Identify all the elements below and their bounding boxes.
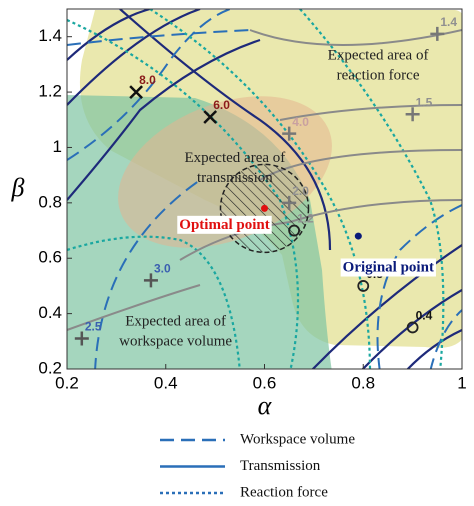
contour-label: 1.4 [440,15,457,29]
transmission-lines [67,9,462,369]
contour-marker [288,224,301,237]
x-tick-label: 0.6 [253,373,277,392]
marker-x [203,110,218,124]
area-label: Expected area of [328,48,429,64]
marker-x [129,85,144,99]
contour-label: 8.0 [139,73,156,87]
contour-marker [405,107,420,122]
x-tick-label: 0.8 [351,373,375,392]
y-axis-label: β [11,173,25,202]
contour-label: 0.4 [416,309,433,323]
contour-marker [129,85,144,99]
point-label-bg [340,258,436,277]
area-label: transmission [197,170,273,186]
contour-label: 4.0 [292,115,309,129]
contour-label: 3.0 [154,262,171,276]
point-label: Original point [343,260,434,276]
y-tick-label: 1.2 [38,82,62,101]
y-tick-label: 0.6 [38,248,62,267]
contour-marker [282,126,297,141]
legend-label: Reaction force [240,484,328,500]
point [261,204,268,212]
contour-label: 2.0 [292,184,309,198]
contour-marker [143,273,158,288]
contour-marker [203,110,218,124]
y-tick-label: 0.8 [38,192,62,211]
y-tick-label: 1 [53,137,62,156]
point [354,232,362,240]
legend-label: Transmission [240,458,321,474]
x-tick-label: 1 [457,373,466,392]
contour-marker [74,331,89,346]
y-tick-label: 0.4 [38,303,62,322]
reaction-lines [67,9,445,369]
area-label: workspace volume [119,333,232,349]
x-tick-label: 0.4 [154,373,178,392]
point-label-bg [177,215,272,234]
area-label: Expected area of [125,313,226,329]
contour-label: 6.0 [213,98,230,112]
contour-marker [357,280,370,292]
contour-marker [282,195,297,210]
workspace-lines [67,9,462,369]
y-tick-label: 1.4 [38,26,62,45]
legend-label: Workspace volume [240,431,355,447]
x-tick-label: 0.2 [55,373,79,392]
contour-marker [430,26,445,41]
y-tick-label: 0.2 [38,358,62,377]
area-label: reaction force [337,68,420,84]
contour-marker [406,321,419,334]
data-layer: 0.2 0.4 0.6 0.8 1 0.2 0.4 0.6 0.8 1 1.2 1.4 α β Expect… [11,15,467,500]
contour-label: 1.5 [416,95,433,109]
contour-label: 1.2 [297,212,314,226]
contour-label: 2.5 [85,320,102,334]
area-label: Expected area of [184,150,285,166]
point-label: Optimal point [179,217,269,233]
x-axis-label: α [258,391,273,420]
